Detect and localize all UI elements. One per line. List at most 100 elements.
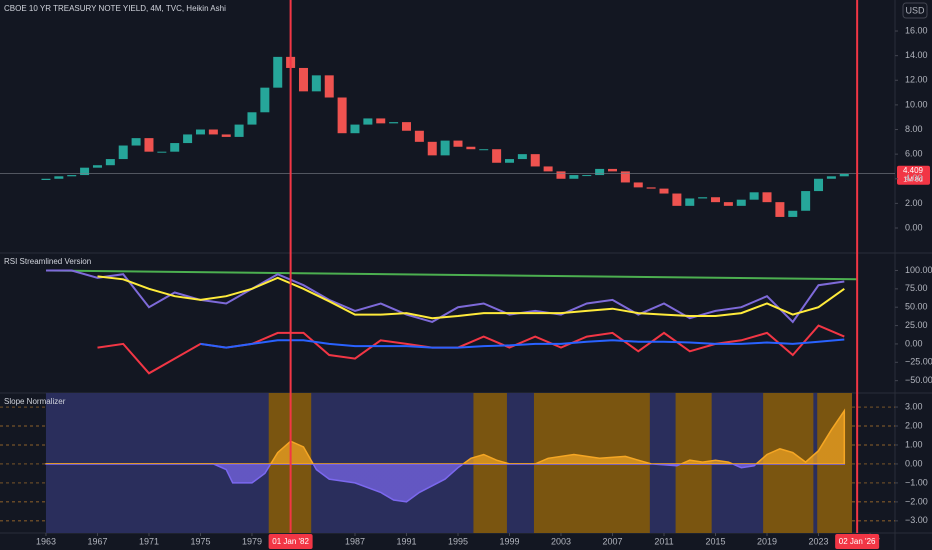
candle (672, 193, 682, 206)
candle (195, 129, 205, 135)
candle (711, 197, 721, 203)
y-tick-label: −1.00 (905, 477, 928, 487)
y-tick-label: 50.00 (905, 302, 928, 312)
x-tick-label: 1979 (242, 536, 262, 546)
x-tick-label: 1995 (448, 536, 468, 546)
candle (221, 134, 231, 137)
pane-title: CBOE 10 YR TREASURY NOTE YIELD, 4M, TVC,… (4, 4, 226, 13)
x-tick-label: 1975 (190, 536, 210, 546)
candle (350, 124, 360, 134)
pane: −50.00 −25.00 0.00 25.00 50.00 75.00 100.00 RSI… (4, 257, 932, 385)
candle (814, 178, 824, 192)
y-tick-label: 0.00 (905, 338, 923, 348)
candle (749, 192, 759, 200)
pane-title: Slope Normalizer (4, 397, 66, 406)
candle (556, 171, 566, 179)
countdown: 1M 8d (903, 177, 923, 184)
candle (401, 122, 411, 131)
pane: 4.409 1M 8d 0.00 2.00 4.00 6.00 8.00 10.00 12.00… (0, 4, 930, 232)
y-tick-label: 4.00 (905, 173, 923, 183)
candle (569, 175, 579, 179)
candle (376, 118, 386, 124)
x-tick-label: 2023 (809, 536, 829, 546)
candle (260, 87, 270, 113)
candle (479, 149, 489, 151)
series-line (97, 275, 845, 320)
marker-label: 01 Jan '82 (272, 537, 309, 546)
candle (788, 210, 798, 217)
price-label: 4.409 (903, 166, 924, 175)
x-tick-label: 2011 (654, 536, 673, 546)
y-tick-label: 100.00 (905, 265, 932, 275)
candle (517, 154, 527, 160)
y-tick-label: 3.00 (905, 401, 923, 411)
x-tick-label: 1987 (345, 536, 365, 546)
y-tick-label: 75.00 (905, 283, 928, 293)
candle (414, 130, 424, 142)
x-tick-label: 2019 (757, 536, 777, 546)
y-tick-label: 12.00 (905, 75, 928, 85)
slope-area (45, 408, 846, 503)
candle (775, 202, 785, 217)
y-tick-label: 14.00 (905, 50, 928, 60)
candle (208, 129, 218, 135)
x-tick-label: 1963 (36, 536, 56, 546)
series-line (200, 338, 845, 349)
candle (105, 159, 115, 166)
pane: −3.00 −2.00 −1.00 0.00 1.00 2.00 3.00 Slope Nor… (0, 393, 928, 533)
y-tick-label: −2.00 (905, 496, 928, 506)
candle (183, 134, 193, 144)
x-tick-label: 1967 (87, 536, 107, 546)
currency[interactable]: USD (905, 5, 925, 15)
y-tick-label: 0.00 (905, 222, 923, 232)
x-tick-label: 2015 (705, 536, 725, 546)
candle (492, 149, 502, 163)
candle (453, 140, 463, 147)
candle (698, 197, 708, 199)
candle (389, 122, 399, 124)
candle (311, 75, 321, 92)
candle (723, 202, 733, 206)
y-tick-label: 10.00 (905, 99, 928, 109)
candle (118, 145, 128, 160)
candle (685, 198, 695, 206)
candle (247, 112, 257, 125)
candle (170, 143, 180, 152)
y-tick-label: 2.00 (905, 420, 923, 430)
candle (543, 166, 553, 172)
series-line (45, 269, 858, 281)
currency-button[interactable] (902, 2, 928, 19)
candle (504, 159, 514, 163)
marker-label-box (835, 534, 880, 549)
candle (273, 56, 283, 88)
candle (298, 67, 308, 92)
pane-title: RSI Streamlined Version (4, 257, 91, 266)
y-tick-label: 16.00 (905, 25, 928, 35)
y-tick-label: −50.00 (905, 375, 932, 385)
x-tick-label: 1991 (396, 536, 416, 546)
y-tick-label: 6.00 (905, 149, 923, 159)
x-tick-label: 1971 (139, 536, 159, 546)
candle (427, 141, 437, 156)
y-tick-label: 0.00 (905, 458, 923, 468)
candle (595, 168, 605, 176)
candle (826, 176, 836, 179)
candle (839, 173, 849, 177)
candle (801, 191, 811, 211)
candle (67, 175, 77, 177)
x-tick-label: 2003 (551, 536, 571, 546)
candle (131, 138, 141, 146)
candle (337, 97, 347, 134)
candle (736, 199, 746, 206)
candle (633, 182, 643, 188)
price-label-box (897, 165, 930, 185)
candle (762, 192, 772, 203)
candle (466, 146, 476, 150)
candle (582, 175, 592, 177)
y-tick-label: −25.00 (905, 357, 932, 367)
candle (144, 138, 154, 152)
candle (234, 124, 244, 137)
candle (324, 75, 334, 98)
x-tick-label: 2007 (602, 536, 622, 546)
